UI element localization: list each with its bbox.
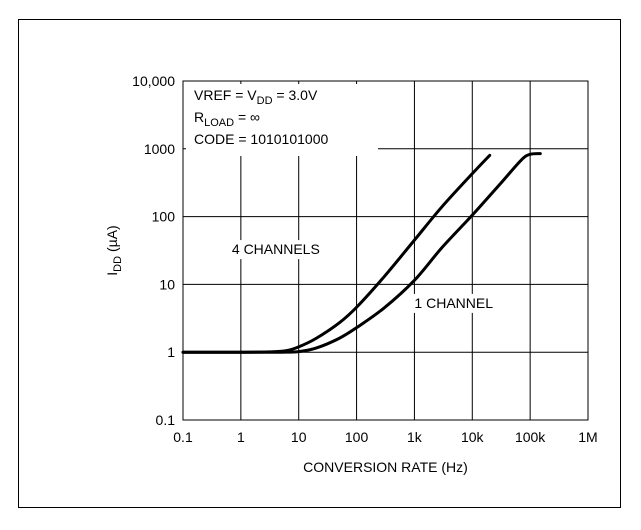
y-tick-label-3: 100 xyxy=(152,209,176,225)
y-tick-label-4: 1000 xyxy=(144,141,175,157)
x-tick-label-1: 1 xyxy=(237,429,245,445)
x-tick-label-2: 10 xyxy=(291,429,307,445)
x-tick-label-3: 100 xyxy=(345,429,369,445)
series-line-1 xyxy=(181,152,542,354)
chart-frame: VREF = VDD = 3.0V RLOAD = ∞ CODE = 1010101… xyxy=(18,19,621,508)
x-axis-label: CONVERSION RATE (Hz) xyxy=(303,459,468,475)
y-tick-label-1: 1 xyxy=(167,344,175,360)
y-tick-label-5: 10,000 xyxy=(132,73,175,89)
plot-border xyxy=(182,80,589,421)
conditions-box xyxy=(186,84,378,156)
x-tick-label-4: 1k xyxy=(407,429,423,445)
condition-line-1: RLOAD = ∞ xyxy=(194,109,260,129)
y-tick-label-0: 0.1 xyxy=(156,412,176,428)
series-label-bg-0 xyxy=(227,240,316,260)
x-tick-label-0: 0.1 xyxy=(173,429,193,445)
condition-line-0: VREF = VDD = 3.0V xyxy=(194,87,318,107)
series-label-1: 1 CHANNEL xyxy=(414,295,493,311)
series-label-bg-1 xyxy=(410,293,491,313)
series-label-0: 4 CHANNELS xyxy=(232,241,320,257)
y-tick-label-2: 10 xyxy=(159,276,175,292)
y-axis-label: IDD (µA) xyxy=(104,225,124,275)
x-tick-label-6: 100k xyxy=(515,429,546,445)
condition-line-2: CODE = 1010101000 xyxy=(194,131,328,147)
x-tick-label-5: 10k xyxy=(461,429,485,445)
x-tick-label-7: 1M xyxy=(578,429,597,445)
